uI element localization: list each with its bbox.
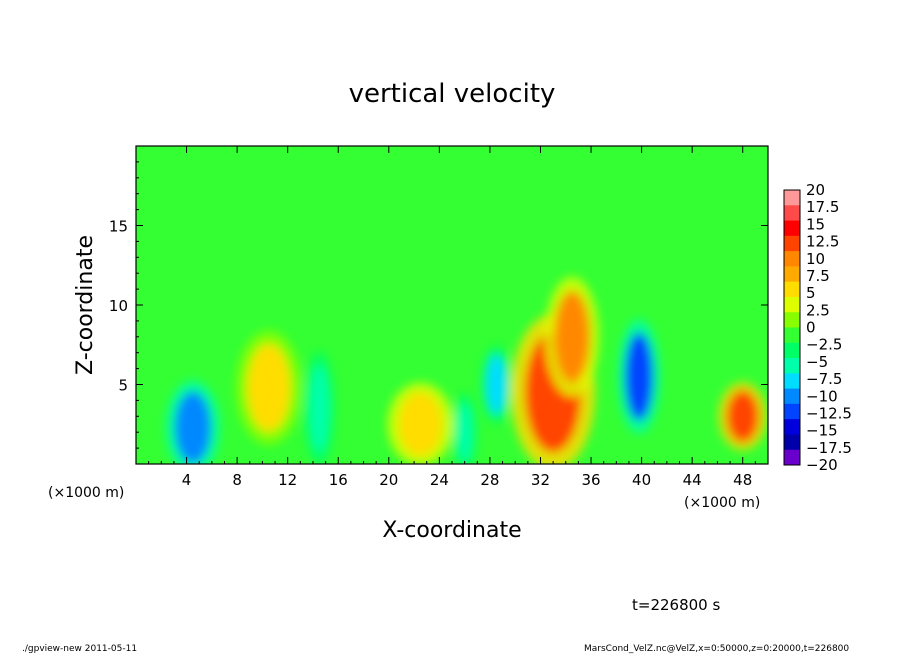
colorbar-frame — [783, 189, 801, 466]
field-feature — [486, 354, 507, 415]
colorbar-label: −20 — [806, 456, 838, 474]
field-feature — [625, 332, 654, 421]
colorbar-label: −2.5 — [806, 336, 842, 354]
time-label: t=226800 s — [632, 596, 720, 614]
x-axis-label: X-coordinate — [382, 518, 521, 543]
field-feature — [309, 364, 330, 453]
colorbar-swatch — [784, 373, 800, 390]
colorbar-label: −17.5 — [806, 439, 852, 457]
field-feature — [246, 343, 291, 432]
x-tick-label: 20 — [379, 471, 398, 489]
colorbar-swatch — [784, 358, 800, 374]
field-feature — [726, 390, 759, 443]
x-tick-label: 4 — [182, 471, 192, 489]
colorbar-label: −12.5 — [806, 404, 852, 422]
field-feature — [554, 290, 591, 383]
y-tick-label: 5 — [118, 377, 128, 395]
x-tick-label: 44 — [683, 471, 702, 489]
colorbar-label: −15 — [806, 422, 838, 440]
colorbar-label: 15 — [806, 215, 825, 233]
colorbar: 2017.51512.5107.552.50−2.5−5−7.5−10−12.5… — [783, 181, 852, 474]
x-tick-label: 24 — [430, 471, 449, 489]
field-feature — [174, 391, 211, 464]
colorbar-swatch — [784, 281, 800, 298]
x-tick-label: 32 — [531, 471, 550, 489]
x-tick-label: 40 — [632, 471, 651, 489]
y-tick-label: 15 — [109, 218, 128, 236]
colorbar-label: 10 — [806, 250, 825, 268]
colorbar-label: −7.5 — [806, 370, 842, 388]
x-tick-label: 16 — [329, 471, 348, 489]
colorbar-label: 0 — [806, 319, 816, 337]
colorbar-swatch — [784, 190, 800, 206]
x-tick-label: 48 — [733, 471, 752, 489]
colorbar-label: 7.5 — [806, 267, 830, 285]
chart-title: vertical velocity — [349, 79, 556, 109]
colorbar-swatch — [784, 220, 800, 237]
colorbar-swatch — [784, 403, 800, 420]
x-tick-label: 28 — [480, 471, 499, 489]
colorbar-swatch — [784, 251, 800, 267]
colorbar-swatch — [784, 205, 800, 222]
heatmap-field — [136, 146, 768, 464]
y-axis-label: Z-coordinate — [73, 235, 98, 375]
x-unit-right: (×1000 m) — [684, 495, 760, 511]
field-feature — [456, 402, 473, 463]
colorbar-swatch — [784, 266, 800, 283]
colorbar-swatch — [784, 434, 800, 451]
colorbar-label: 5 — [806, 284, 816, 302]
colorbar-label: −5 — [806, 353, 828, 371]
footer-right: MarsCond_VelZ.nc@VelZ,x=0:50000,z=0:2000… — [584, 644, 849, 654]
colorbar-label: −10 — [806, 387, 838, 405]
colorbar-label: 2.5 — [806, 301, 830, 319]
x-unit-left: (×1000 m) — [48, 485, 124, 501]
footer-left: ./gpview-new 2011-05-11 — [22, 644, 137, 654]
colorbar-label: 20 — [806, 181, 825, 199]
colorbar-swatch — [784, 449, 800, 466]
colorbar-label: 12.5 — [806, 233, 839, 251]
colorbar-swatch — [784, 388, 800, 405]
x-tick-label: 36 — [581, 471, 600, 489]
colorbar-swatch — [784, 296, 800, 313]
x-axis: 4 8 12 16 20 24 28 32 36 40 44 48 — [148, 146, 756, 489]
colorbar-swatch — [784, 235, 800, 252]
colorbar-swatch — [784, 419, 800, 435]
colorbar-swatch — [784, 342, 800, 359]
x-tick-label: 8 — [232, 471, 242, 489]
colorbar-swatch — [784, 312, 800, 328]
x-tick-label: 12 — [278, 471, 297, 489]
colorbar-label: 17.5 — [806, 198, 839, 216]
y-axis: 5 10 15 — [109, 161, 768, 449]
field-feature — [398, 392, 443, 457]
y-tick-label: 10 — [109, 297, 128, 315]
colorbar-swatch — [784, 327, 800, 344]
